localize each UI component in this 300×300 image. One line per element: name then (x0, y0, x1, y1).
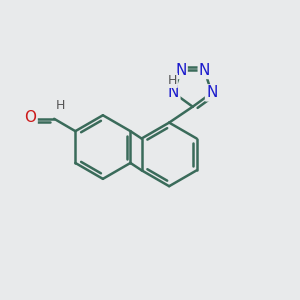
Text: O: O (25, 110, 37, 125)
Text: H: H (167, 74, 177, 87)
Text: N: N (206, 85, 218, 100)
Text: N: N (168, 85, 179, 100)
Text: N: N (199, 63, 210, 78)
Text: H: H (56, 99, 65, 112)
Text: N: N (175, 63, 187, 78)
